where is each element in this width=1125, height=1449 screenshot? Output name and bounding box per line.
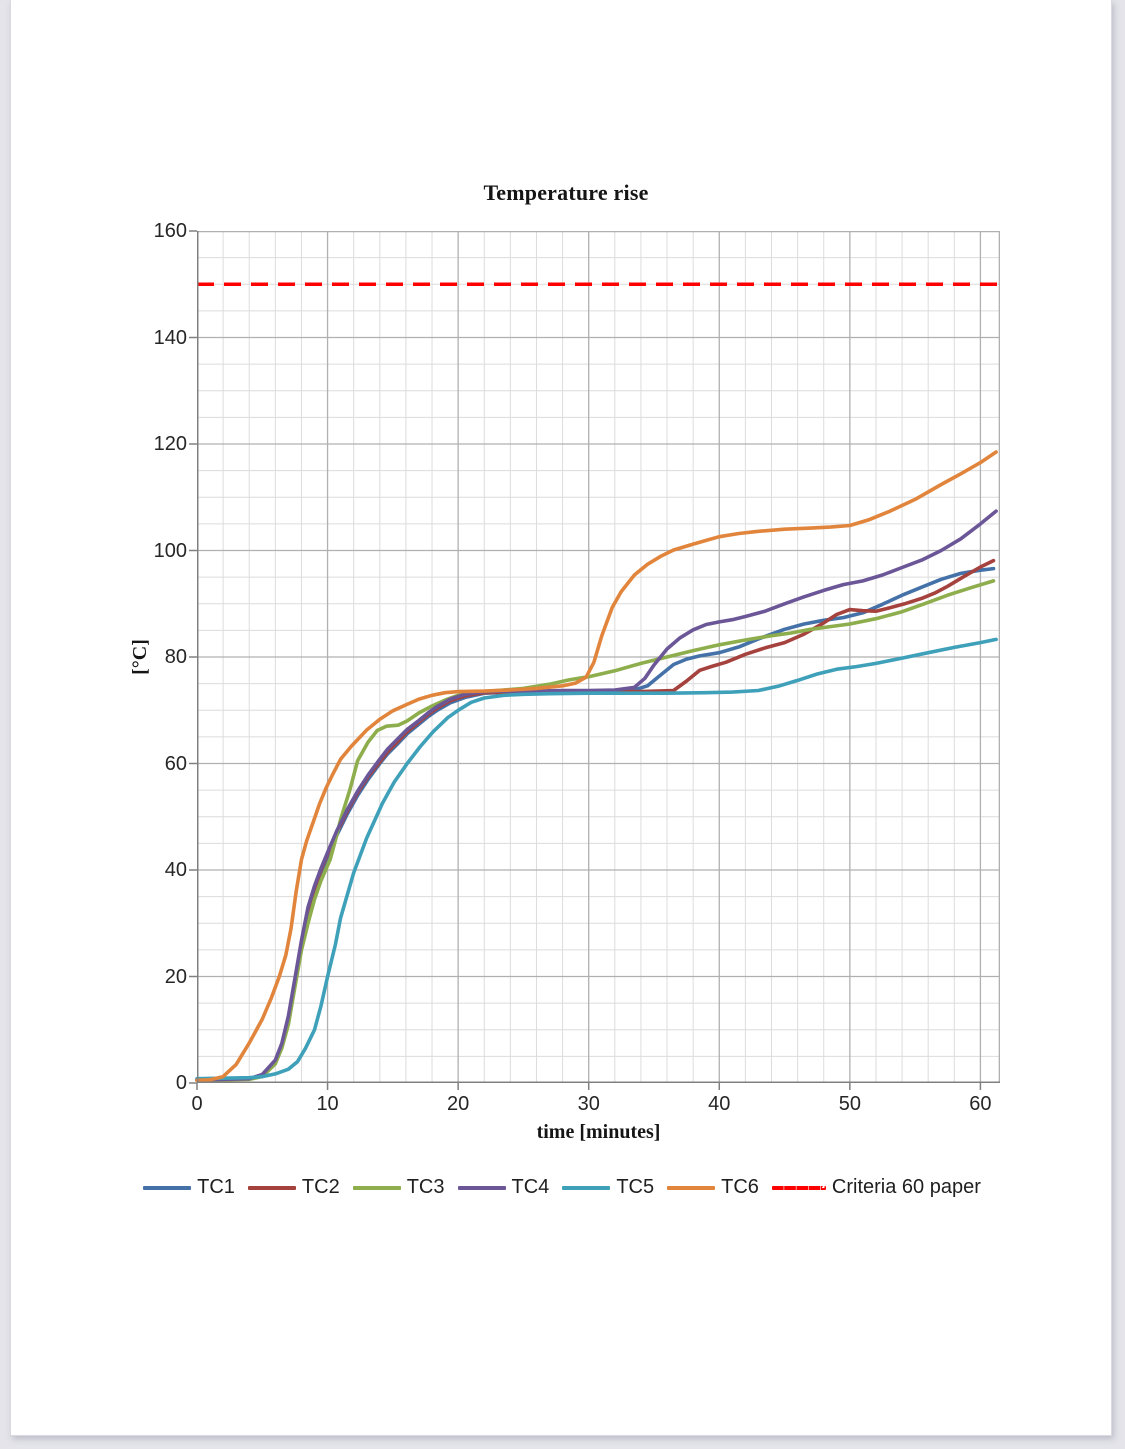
- y-tick-label: 40: [164, 859, 187, 881]
- legend-line-swatch: [352, 1185, 401, 1190]
- y-tick-label: 120: [153, 433, 187, 455]
- chart-area: Temperature rise [°C] time [minutes] TC1…: [11, 0, 1111, 1435]
- y-tick-label: 100: [153, 539, 187, 562]
- x-tick-label: 0: [191, 1093, 203, 1115]
- legend-label: TC5: [616, 1176, 655, 1198]
- legend-item-tc1: TC1: [143, 1176, 235, 1199]
- legend-dashed-line-swatch: [771, 1185, 826, 1190]
- y-tick-label: 20: [164, 965, 187, 988]
- y-tick-label: 80: [164, 646, 187, 668]
- series-tc6: [195, 450, 998, 1083]
- x-tick-label: 40: [708, 1093, 731, 1115]
- legend-line-swatch: [457, 1185, 506, 1190]
- legend-line-swatch: [247, 1185, 296, 1190]
- legend-label: TC4: [511, 1176, 550, 1198]
- x-tick-label: 20: [447, 1093, 470, 1115]
- document-page: Temperature rise [°C] time [minutes] TC1…: [10, 0, 1112, 1436]
- plot-svg: [189, 230, 1000, 1090]
- series-tc5: [195, 637, 998, 1081]
- legend: TC1 TC2 TC3 TC4 TC5 TC6 Criteria 60 paper: [11, 1176, 1113, 1199]
- legend-line-swatch: [143, 1185, 192, 1190]
- legend-label: TC2: [301, 1176, 340, 1198]
- y-tick-label: 140: [153, 326, 187, 349]
- legend-item-tc3: TC3: [352, 1176, 445, 1199]
- legend-item-tc5: TC5: [562, 1176, 654, 1199]
- legend-label: TC1: [197, 1176, 235, 1198]
- y-tick-label: 0: [175, 1072, 187, 1094]
- x-tick-label: 50: [838, 1093, 861, 1115]
- legend-item-tc4: TC4: [457, 1176, 550, 1199]
- legend-item-tc2: TC2: [247, 1176, 340, 1199]
- legend-label: Criteria 60 paper: [831, 1176, 981, 1198]
- legend-item-tc6: TC6: [667, 1176, 759, 1199]
- x-axis-title: time [minutes]: [536, 1121, 661, 1143]
- y-tick-label: 60: [164, 752, 187, 775]
- chart-title: Temperature rise: [483, 180, 649, 205]
- legend-item-criteria-60-paper: Criteria 60 paper: [771, 1176, 981, 1199]
- x-tick-label: 30: [577, 1093, 600, 1115]
- x-tick-label: 60: [969, 1093, 992, 1115]
- legend-line-swatch: [667, 1185, 716, 1190]
- legend-label: TC3: [406, 1176, 445, 1198]
- series-tc2: [195, 558, 996, 1082]
- legend-line-swatch: [562, 1185, 611, 1190]
- y-tick-label: 160: [153, 220, 187, 242]
- x-tick-label: 10: [316, 1093, 339, 1115]
- legend-label: TC6: [721, 1176, 759, 1198]
